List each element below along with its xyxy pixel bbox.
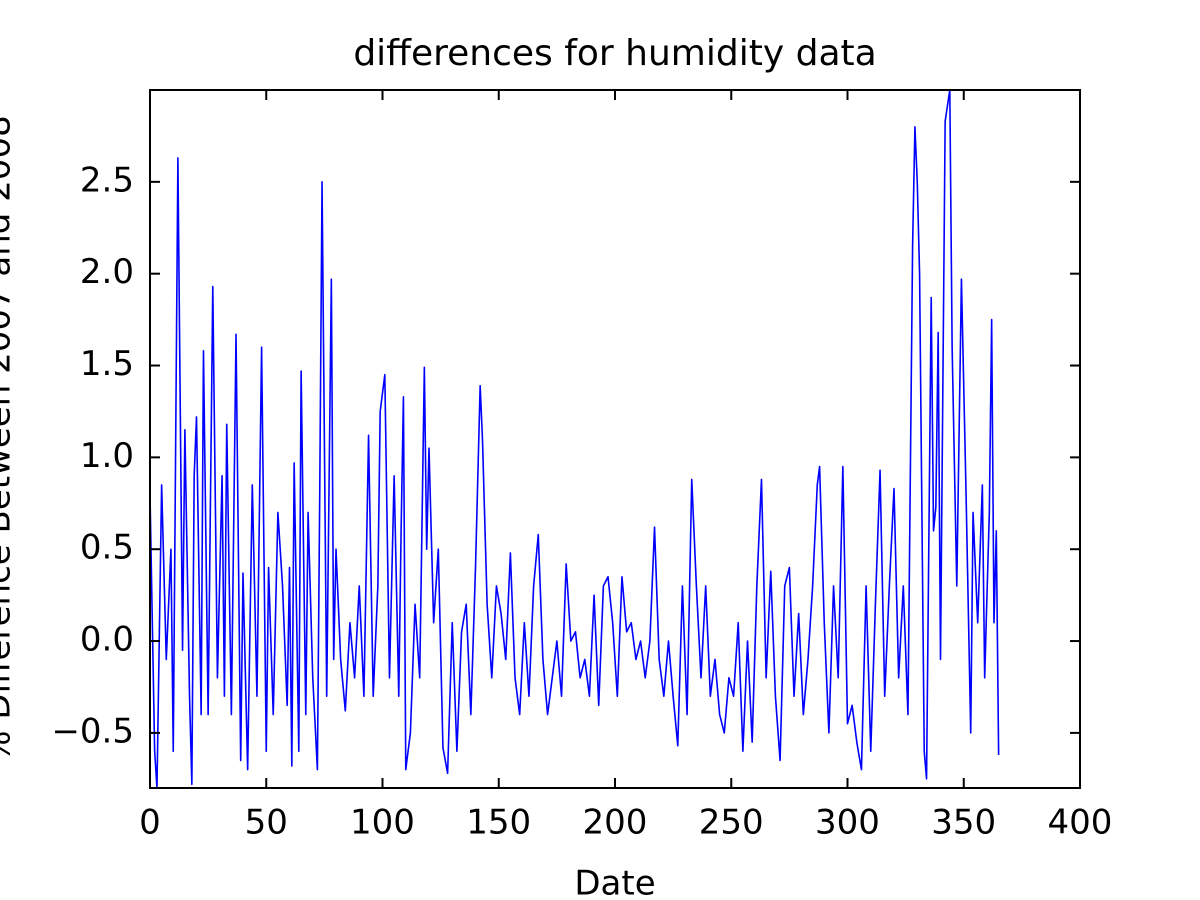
y-tick-label: 2.0 bbox=[80, 252, 134, 292]
y-tick-label: 0.0 bbox=[80, 620, 134, 660]
y-tick-label: 0.5 bbox=[80, 528, 134, 568]
y-tick-label: −0.5 bbox=[51, 711, 134, 751]
x-tick-label: 250 bbox=[699, 803, 764, 843]
axes-frame bbox=[149, 89, 1081, 789]
y-tick-label: 1.5 bbox=[80, 344, 134, 384]
x-tick-label: 0 bbox=[139, 803, 161, 843]
x-tick-label: 350 bbox=[931, 803, 996, 843]
chart-title: differences for humidity data bbox=[353, 33, 876, 74]
x-tick-label: 150 bbox=[466, 803, 531, 843]
x-tick-label: 300 bbox=[815, 803, 880, 843]
x-axis-label: Date bbox=[574, 864, 655, 900]
x-tick-label: 50 bbox=[245, 803, 288, 843]
y-axis-label: % Difference Between 2007 and 2008 bbox=[0, 115, 19, 762]
plot-area bbox=[150, 90, 1000, 788]
y-tick-label: 2.5 bbox=[80, 160, 134, 200]
y-tick-label: 1.0 bbox=[80, 436, 134, 476]
x-tick-label: 100 bbox=[350, 803, 415, 843]
x-tick-label: 200 bbox=[583, 803, 648, 843]
x-tick-label: 400 bbox=[1048, 803, 1113, 843]
data-line bbox=[150, 90, 1000, 788]
